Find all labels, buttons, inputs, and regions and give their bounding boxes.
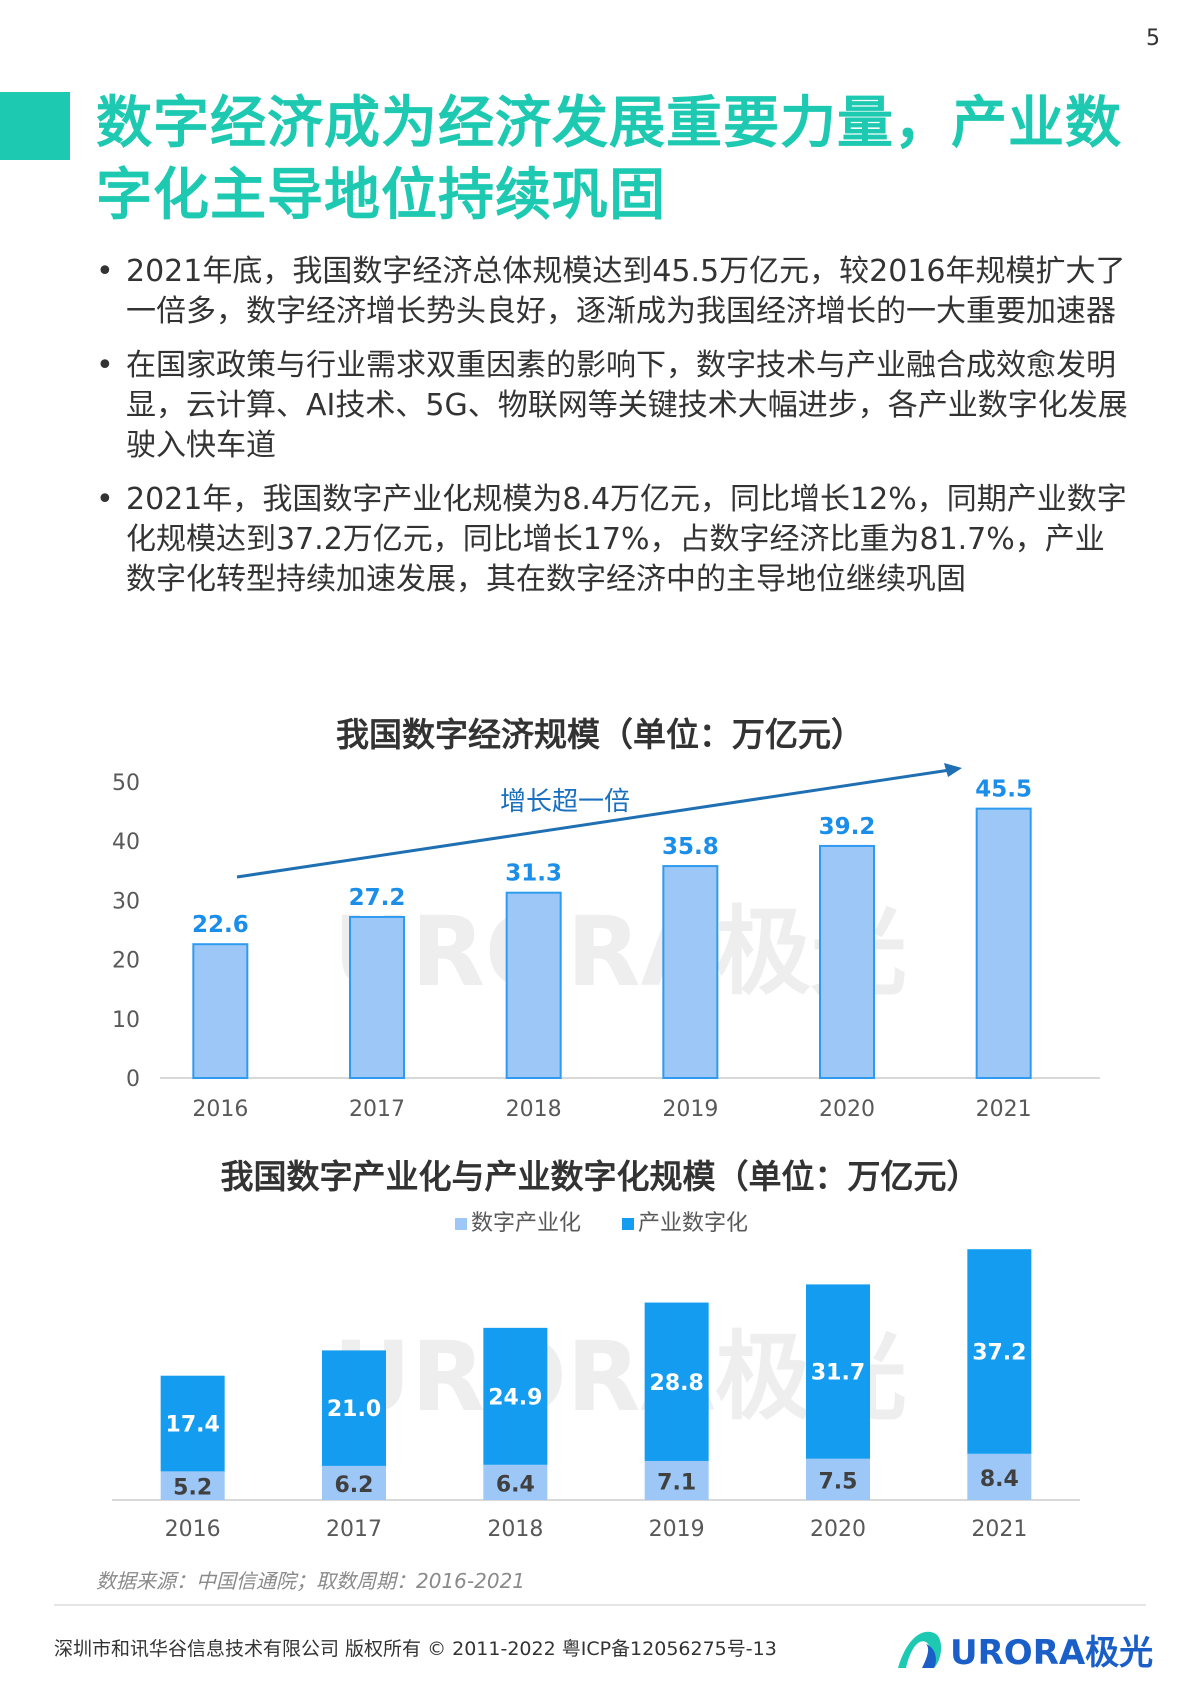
x-tick-label: 2021	[976, 1097, 1032, 1122]
bar-segment-industry-digitization	[806, 1284, 870, 1459]
data-label: 6.2	[335, 1473, 374, 1498]
bullet-item: • 在国家政策与行业需求双重因素的影响下，数字技术与产业融合成效愈发明显，云计算、…	[90, 346, 1130, 466]
data-label: 8.4	[980, 1467, 1019, 1492]
bullet-item: • 2021年，我国数字产业化规模为8.4万亿元，同比增长12%，同期产业数字化规…	[90, 480, 1130, 600]
x-tick-label: 2018	[487, 1517, 543, 1540]
chart2-title: 我国数字产业化与产业数字化规模（单位：万亿元）	[220, 1157, 980, 1196]
watermark: URORA极光	[333, 896, 907, 1008]
aurora-logo: URORA极光	[898, 1631, 1153, 1673]
data-label: 45.5	[975, 777, 1032, 803]
data-label: 7.1	[657, 1470, 696, 1495]
bullet-dot: •	[96, 482, 114, 517]
bar-segment-digital-industry	[160, 1471, 225, 1500]
legend-label: 数字产业化	[471, 1211, 581, 1236]
legend-label: 产业数字化	[638, 1211, 748, 1236]
data-label: 31.3	[505, 861, 562, 887]
bar-segment-digital-industry	[483, 1464, 548, 1500]
bullet-dot: •	[96, 348, 114, 383]
footer-divider	[54, 1604, 1146, 1606]
bar	[505, 891, 562, 1079]
data-label: 31.7	[811, 1361, 865, 1386]
data-label: 39.2	[819, 814, 876, 840]
bar-segment-industry-digitization	[967, 1249, 1032, 1454]
data-label: 21.0	[327, 1397, 381, 1422]
page-title: 数字经济成为经济发展重要力量，产业数字化主导地位持续巩固	[96, 91, 1122, 228]
data-label: 27.2	[349, 885, 406, 911]
footer-copyright: 深圳市和讯华谷信息技术有限公司 版权所有 © 2011-2022 粤ICP备12…	[54, 1638, 777, 1660]
arrow-head-icon	[944, 763, 962, 777]
y-tick-label: 50	[112, 771, 140, 796]
page-number: 5	[1146, 26, 1160, 51]
y-tick-label: 20	[112, 949, 140, 974]
x-tick-label: 2020	[810, 1517, 866, 1540]
y-tick-label: 0	[126, 1067, 140, 1092]
data-label: 7.5	[819, 1469, 858, 1494]
bullet-dot: •	[96, 254, 114, 289]
title-accent-bar	[0, 92, 70, 160]
y-tick-label: 40	[112, 830, 140, 855]
bullet-item: • 2021年底，我国数字经济总体规模达到45.5万亿元，较2016年规模扩大了一…	[90, 252, 1130, 332]
bar	[819, 844, 875, 1079]
x-tick-label: 2021	[971, 1517, 1027, 1540]
data-label: 17.4	[166, 1413, 220, 1438]
data-label: 24.9	[488, 1385, 542, 1410]
trend-annotation: 增长超一倍	[500, 787, 630, 817]
y-tick-label: 30	[112, 889, 140, 914]
bar-segment-digital-industry	[322, 1465, 386, 1500]
logo-text: URORA极光	[950, 1633, 1153, 1673]
data-label: 22.6	[192, 912, 249, 938]
legend-swatch	[455, 1218, 467, 1230]
bar	[662, 865, 719, 1080]
x-tick-label: 2017	[326, 1517, 382, 1540]
y-tick-label: 10	[112, 1008, 140, 1033]
x-tick-label: 2019	[662, 1097, 718, 1122]
bullet-list: • 2021年底，我国数字经济总体规模达到45.5万亿元，较2016年规模扩大了一…	[90, 252, 1130, 614]
data-label: 6.4	[496, 1472, 535, 1497]
data-label: 35.8	[662, 834, 719, 860]
legend-swatch	[622, 1218, 634, 1230]
chart1-title: 我国数字经济规模（单位：万亿元）	[336, 715, 864, 754]
bar-segment-industry-digitization	[644, 1302, 709, 1461]
x-tick-label: 2017	[349, 1097, 405, 1122]
data-label: 37.2	[972, 1341, 1026, 1366]
bar-segment-industry-digitization	[160, 1375, 225, 1472]
data-label: 5.2	[173, 1476, 212, 1501]
digital-economy-bar-chart: URORA极光 0 10 20 30 40 50 22.6 2016 27.2 2017 31.3 20…	[112, 763, 1100, 1122]
bar	[349, 915, 405, 1079]
stacked-bar-chart: 数字产业化 产业数字化URORA极光5.217.420166.221.020176…	[112, 1211, 1080, 1540]
trend-arrow	[236, 768, 951, 879]
data-source-note: 数据来源：中国信通院；取数周期：2016-2021	[96, 1569, 526, 1593]
bar	[192, 943, 249, 1079]
bar-segment-industry-digitization	[483, 1327, 548, 1465]
bar-segment-digital-industry	[806, 1458, 870, 1500]
x-tick-label: 2020	[819, 1097, 875, 1122]
x-tick-label: 2016	[192, 1097, 248, 1122]
x-tick-label: 2018	[506, 1097, 562, 1122]
bar-segment-digital-industry	[644, 1460, 709, 1500]
x-tick-label: 2019	[649, 1517, 705, 1540]
x-tick-label: 2016	[165, 1517, 221, 1540]
data-label: 28.8	[650, 1371, 704, 1396]
bullet-text: 2021年底，我国数字经济总体规模达到45.5万亿元，较2016年规模扩大了一倍…	[126, 254, 1126, 329]
bar	[975, 807, 1032, 1079]
bullet-text: 2021年，我国数字产业化规模为8.4万亿元，同比增长12%，同期产业数字化规模…	[126, 482, 1127, 597]
bullet-text: 在国家政策与行业需求双重因素的影响下，数字技术与产业融合成效愈发明显，云计算、A…	[126, 348, 1128, 463]
bar-segment-digital-industry	[967, 1453, 1032, 1500]
bar-segment-industry-digitization	[322, 1350, 386, 1466]
